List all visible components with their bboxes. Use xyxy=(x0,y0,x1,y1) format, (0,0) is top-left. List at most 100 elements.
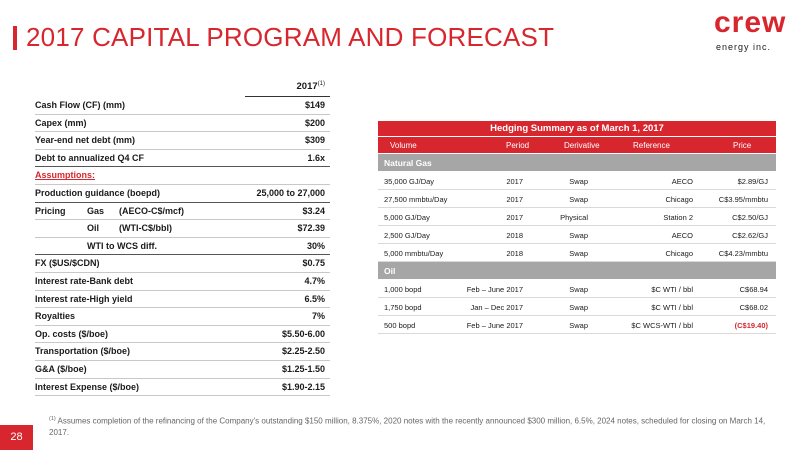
table-row: Interest rate-Bank debt 4.7% xyxy=(35,273,330,291)
cell-reference: Chicago xyxy=(665,249,693,258)
cell-derivative: Physical xyxy=(560,213,588,222)
row-label: Interest rate-Bank debt xyxy=(35,275,134,286)
section-header: Oil xyxy=(378,262,776,280)
row-label: FX ($US/$CDN) xyxy=(35,258,100,269)
table-row: FX ($US/$CDN) $0.75 xyxy=(35,255,330,273)
row-label: Transportation ($/boe) xyxy=(35,346,131,357)
cell-volume: 5,000 GJ/Day xyxy=(384,213,430,222)
row-label: Year-end net debt (mm) xyxy=(35,135,136,146)
year-header-row: 2017(1) xyxy=(35,78,330,97)
row-label: Royalties xyxy=(35,311,76,322)
column-header-price: Price xyxy=(733,141,752,150)
hedging-title: Hedging Summary as of March 1, 2017 xyxy=(378,121,776,137)
cell-price: C$2.50/GJ xyxy=(732,213,768,222)
footnote: (1) Assumes completion of the refinancin… xyxy=(49,414,769,438)
row-value: 1.6x xyxy=(307,152,325,163)
row-value: $2.25-2.50 xyxy=(281,346,325,357)
row-value: 7% xyxy=(311,311,325,322)
table-row: Royalties 7% xyxy=(35,308,330,326)
header-rule xyxy=(245,96,330,97)
cell-period: 2018 xyxy=(506,231,523,240)
gas-value: $3.24 xyxy=(302,205,325,216)
row-label: Interest Expense ($/boe) xyxy=(35,381,140,392)
row-value: $5.50-6.00 xyxy=(281,328,325,339)
cell-derivative: Swap xyxy=(569,231,588,240)
cell-reference: $C WTI / bbl xyxy=(651,303,693,312)
hedge-row: 35,000 GJ/Day 2017 Swap AECO $2.89/GJ xyxy=(378,172,776,190)
row-value: 6.5% xyxy=(304,293,325,304)
row-value: 4.7% xyxy=(304,275,325,286)
cell-derivative: Swap xyxy=(569,177,588,186)
cell-reference: Station 2 xyxy=(663,213,693,222)
pricing-label: Pricing xyxy=(35,205,66,216)
assumptions-label: Assumptions: xyxy=(35,170,96,181)
crew-logo: crew energy inc. xyxy=(702,6,788,56)
cell-volume: 27,500 mmbtu/Day xyxy=(384,195,448,204)
hedging-column-headers: Volume Period Derivative Reference Price xyxy=(378,137,776,154)
table-row: Year-end net debt (mm) $309 xyxy=(35,132,330,150)
cell-period: Feb – June 2017 xyxy=(466,285,523,294)
hedge-row: 500 bopd Feb – June 2017 Swap $C WCS-WTI / … xyxy=(378,316,776,334)
gas-unit: (AECO-C$/mcf) xyxy=(119,205,185,216)
wcs-label: WTI to WCS diff. xyxy=(87,240,157,251)
cell-derivative: Swap xyxy=(569,303,588,312)
cell-derivative: Swap xyxy=(569,321,588,330)
table-row: Interest Expense ($/boe) $1.90-2.15 xyxy=(35,379,330,397)
hedge-row: 27,500 mmbtu/Day 2017 Swap Chicago C$3.95/mm… xyxy=(378,190,776,208)
assumption-rows-b: FX ($US/$CDN) $0.75 Interest rate-Bank deb… xyxy=(35,255,330,397)
table-row: Production guidance (boepd) 25,000 to 27,… xyxy=(35,185,330,203)
row-value: $0.75 xyxy=(302,258,325,269)
hedge-row: 1,000 bopd Feb – June 2017 Swap $C WTI / bb… xyxy=(378,280,776,298)
section-header: Natural Gas xyxy=(378,154,776,172)
table-row: Op. costs ($/boe) $5.50-6.00 xyxy=(35,326,330,344)
column-header-derivative: Derivative xyxy=(564,141,600,150)
cell-period: 2018 xyxy=(506,249,523,258)
table-row: Transportation ($/boe) $2.25-2.50 xyxy=(35,343,330,361)
footnote-marker: (1) xyxy=(49,416,56,422)
cell-period: Feb – June 2017 xyxy=(466,321,523,330)
column-header-reference: Reference xyxy=(633,141,670,150)
hedge-row: 1,750 bopd Jan – Dec 2017 Swap $C WTI / bbl… xyxy=(378,298,776,316)
row-value: $309 xyxy=(304,135,325,146)
summary-rows: Cash Flow (CF) (mm) $149 Capex (mm) $200 Yea… xyxy=(35,97,330,168)
cell-period: 2017 xyxy=(506,195,523,204)
table-row: G&A ($/boe) $1.25-1.50 xyxy=(35,361,330,379)
cell-period: Jan – Dec 2017 xyxy=(470,303,523,312)
hedging-summary-table: Hedging Summary as of March 1, 2017 Volu… xyxy=(378,121,776,334)
oil-label: Oil xyxy=(87,223,100,234)
capital-program-table: 2017(1) Cash Flow (CF) (mm) $149 Capex (mm… xyxy=(35,78,330,397)
footnote-text: Assumes completion of the refinancing of… xyxy=(49,416,766,437)
table-row: Capex (mm) $200 xyxy=(35,115,330,133)
row-label: Debt to annualized Q4 CF xyxy=(35,152,145,163)
row-label: Op. costs ($/boe) xyxy=(35,328,109,339)
gas-label: Gas xyxy=(87,205,105,216)
cell-derivative: Swap xyxy=(569,249,588,258)
row-label: Capex (mm) xyxy=(35,117,87,128)
assumptions-heading-row: Assumptions: xyxy=(35,167,330,185)
hedge-row: 5,000 mmbtu/Day 2018 Swap Chicago C$4.23/mmb… xyxy=(378,244,776,262)
cell-volume: 1,750 bopd xyxy=(384,303,422,312)
row-value: $1.90-2.15 xyxy=(281,381,325,392)
hedge-row: 5,000 GJ/Day 2017 Physical Station 2 C$2.50/… xyxy=(378,208,776,226)
pricing-wcs-row: WTI to WCS diff. 30% xyxy=(35,238,330,256)
table-row: Debt to annualized Q4 CF 1.6x xyxy=(35,150,330,168)
cell-price: C$2.62/GJ xyxy=(732,231,768,240)
logo-subtitle: energy inc. xyxy=(716,42,772,52)
column-header-volume: Volume xyxy=(390,141,417,150)
wcs-value: 30% xyxy=(306,240,325,251)
cell-derivative: Swap xyxy=(569,285,588,294)
cell-price: C$4.23/mmbtu xyxy=(718,249,768,258)
title-accent-bar xyxy=(13,26,17,50)
assumption-rows-a: Production guidance (boepd) 25,000 to 27,… xyxy=(35,185,330,203)
column-header-period: Period xyxy=(506,141,530,150)
pricing-gas-row: Pricing Gas (AECO-C$/mcf) $3.24 xyxy=(35,203,330,221)
row-label: G&A ($/boe) xyxy=(35,363,87,374)
cell-reference: $C WCS-WTI / bbl xyxy=(631,321,693,330)
cell-price: $2.89/GJ xyxy=(737,177,768,186)
cell-reference: Chicago xyxy=(665,195,693,204)
cell-reference: AECO xyxy=(671,231,693,240)
cell-volume: 1,000 bopd xyxy=(384,285,422,294)
page-number: 28 xyxy=(0,425,33,450)
cell-volume: 500 bopd xyxy=(384,321,416,330)
table-row: Cash Flow (CF) (mm) $149 xyxy=(35,97,330,115)
